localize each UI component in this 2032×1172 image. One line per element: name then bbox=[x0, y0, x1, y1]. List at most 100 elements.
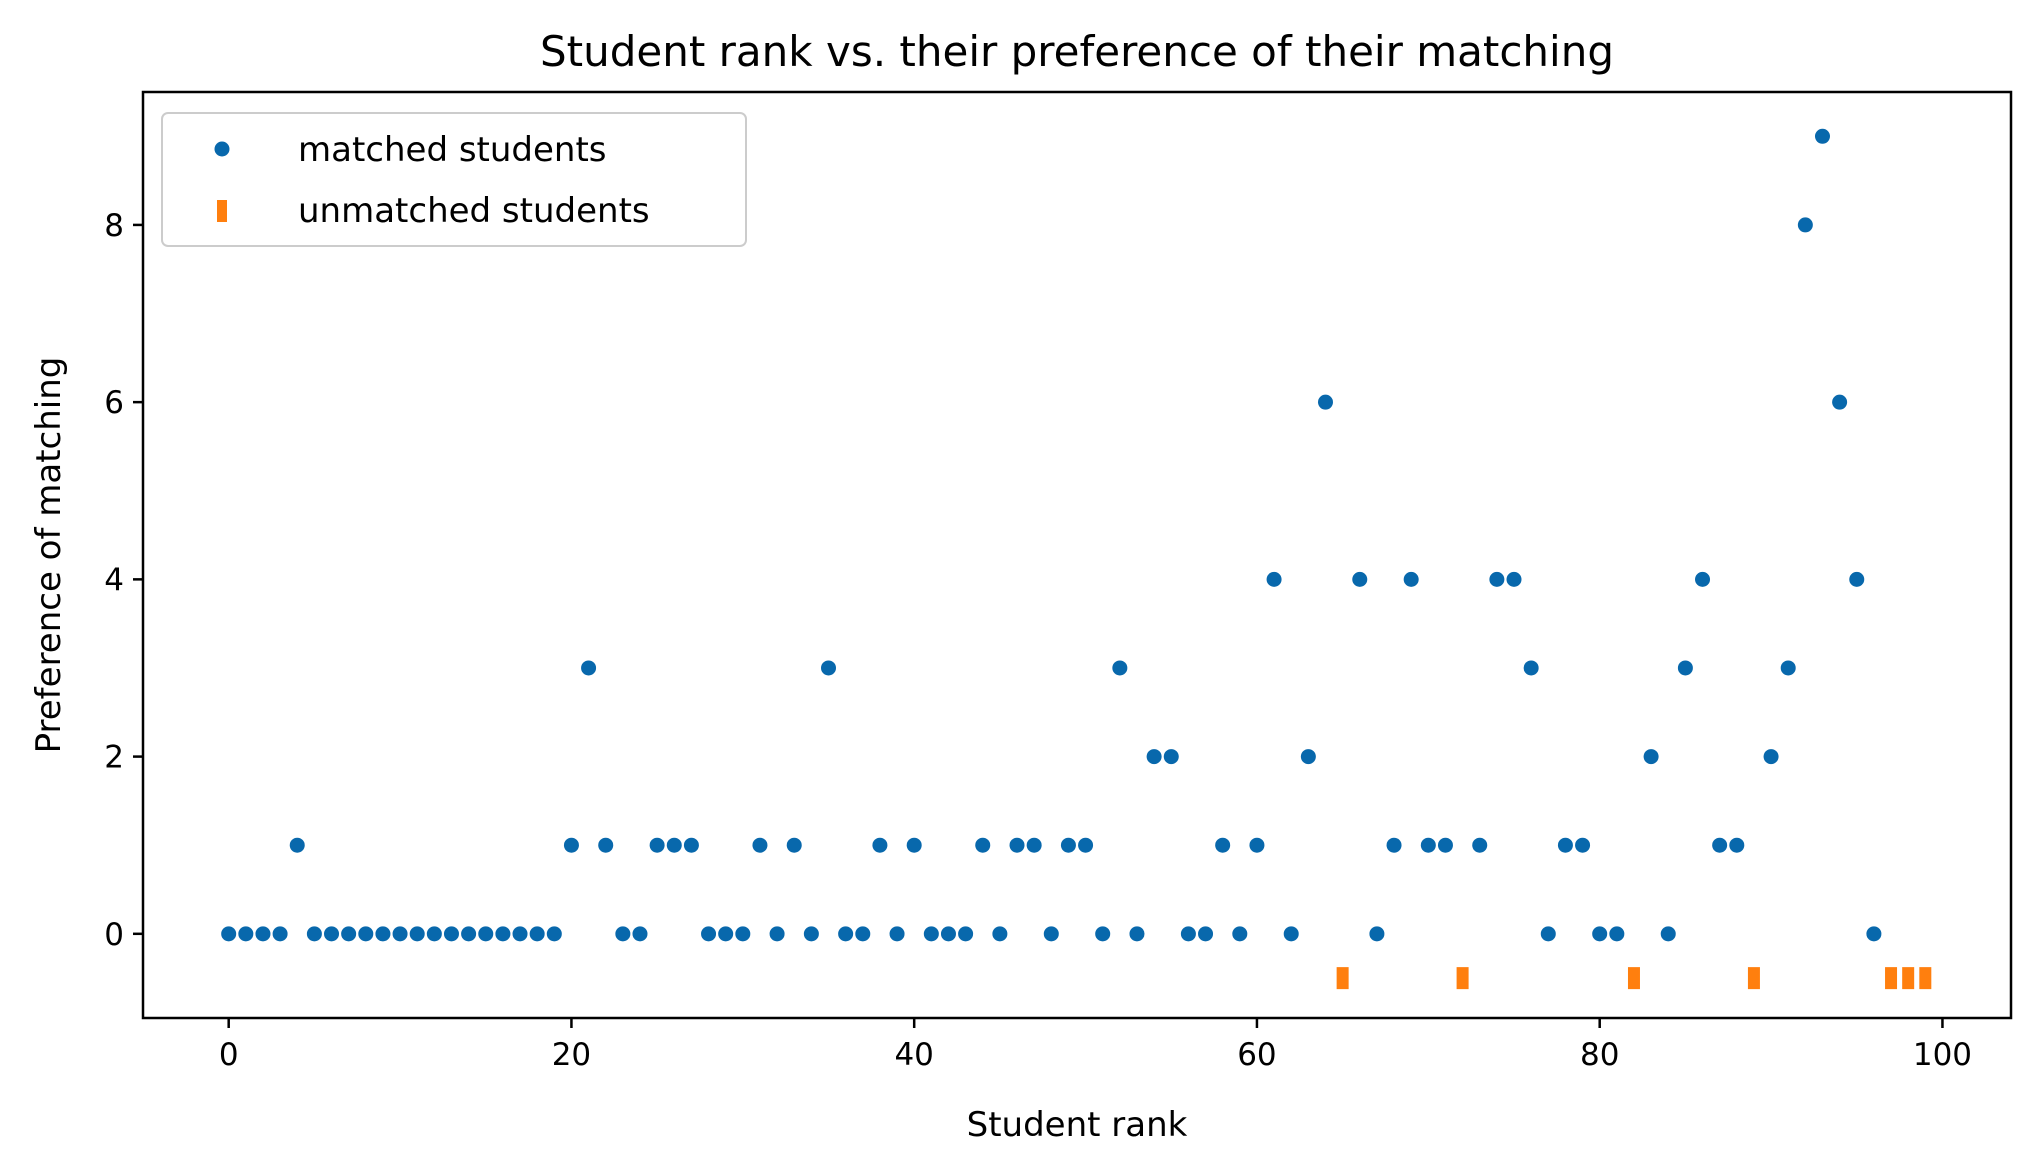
matched-student-point bbox=[855, 926, 871, 942]
matched-student-point bbox=[615, 926, 631, 942]
matched-student-point bbox=[735, 926, 751, 942]
matched-student-point bbox=[1814, 128, 1830, 144]
matched-student-point bbox=[923, 926, 939, 942]
y-tick-label: 0 bbox=[104, 917, 124, 953]
matched-student-point bbox=[1472, 837, 1488, 853]
matched-student-point bbox=[803, 926, 819, 942]
matched-student-point bbox=[1078, 837, 1094, 853]
chart-title: Student rank vs. their preference of the… bbox=[540, 27, 1614, 76]
matched-student-point bbox=[461, 926, 477, 942]
matched-student-point bbox=[1797, 217, 1813, 233]
matched-student-point bbox=[1712, 837, 1728, 853]
matched-student-point bbox=[563, 837, 579, 853]
legend-label-unmatched: unmatched students bbox=[298, 191, 650, 231]
unmatched-student-marker bbox=[1747, 967, 1760, 990]
matched-student-point bbox=[1780, 660, 1796, 676]
matched-student-point bbox=[786, 837, 802, 853]
matched-student-point bbox=[341, 926, 357, 942]
matched-student-point bbox=[1729, 837, 1745, 853]
matched-student-point bbox=[255, 926, 271, 942]
matched-student-point bbox=[1043, 926, 1059, 942]
matched-student-point bbox=[358, 926, 374, 942]
matched-student-point bbox=[306, 926, 322, 942]
matched-student-point bbox=[1420, 837, 1436, 853]
series-1 bbox=[1336, 967, 1932, 990]
matched-student-point bbox=[906, 837, 922, 853]
matched-student-point bbox=[1317, 394, 1333, 410]
matched-student-point bbox=[752, 837, 768, 853]
matched-student-point bbox=[289, 837, 305, 853]
data-marks bbox=[221, 128, 1932, 990]
matched-student-point bbox=[992, 926, 1008, 942]
matched-student-point bbox=[1592, 926, 1608, 942]
matched-student-point bbox=[1660, 926, 1676, 942]
matched-student-point bbox=[683, 837, 699, 853]
matched-student-point bbox=[1009, 837, 1025, 853]
matched-student-point bbox=[1540, 926, 1556, 942]
matched-student-point bbox=[1849, 571, 1865, 587]
matched-student-point bbox=[324, 926, 340, 942]
matched-student-point bbox=[1609, 926, 1625, 942]
matched-student-point bbox=[666, 837, 682, 853]
y-tick-label: 2 bbox=[104, 740, 124, 776]
legend-box bbox=[161, 112, 747, 247]
matched-student-point bbox=[478, 926, 494, 942]
unmatched-student-marker bbox=[1336, 967, 1349, 990]
matched-student-point bbox=[632, 926, 648, 942]
matched-student-point bbox=[1832, 394, 1848, 410]
matched-student-point bbox=[1643, 749, 1659, 765]
matched-student-point bbox=[872, 837, 888, 853]
matched-student-point bbox=[443, 926, 459, 942]
x-tick-label: 80 bbox=[1580, 1037, 1619, 1073]
matched-student-point bbox=[1386, 837, 1402, 853]
unmatched-student-marker bbox=[1919, 967, 1932, 990]
matched-student-point bbox=[1695, 571, 1711, 587]
matched-student-point bbox=[1369, 926, 1385, 942]
unmatched-student-marker bbox=[1456, 967, 1469, 990]
matched-student-point bbox=[1283, 926, 1299, 942]
matched-student-point bbox=[221, 926, 237, 942]
y-tick-label: 8 bbox=[104, 208, 124, 244]
y-tick-label: 4 bbox=[104, 562, 124, 598]
matched-student-point bbox=[1403, 571, 1419, 587]
matched-student-point bbox=[1249, 837, 1265, 853]
x-tick-label: 20 bbox=[552, 1037, 591, 1073]
matched-student-point bbox=[1095, 926, 1111, 942]
series-0 bbox=[221, 128, 1882, 942]
matched-student-point bbox=[272, 926, 288, 942]
matched-student-point bbox=[1026, 837, 1042, 853]
x-tick-label: 100 bbox=[1913, 1037, 1972, 1073]
matched-student-point bbox=[1557, 837, 1573, 853]
matched-student-point bbox=[1506, 571, 1522, 587]
matched-student-point bbox=[1215, 837, 1231, 853]
matched-student-point bbox=[598, 837, 614, 853]
matched-student-point bbox=[581, 660, 597, 676]
legend-label-matched: matched students bbox=[298, 130, 607, 170]
matched-student-point bbox=[1129, 926, 1145, 942]
plot-frame bbox=[141, 90, 2013, 1020]
unmatched-student-marker bbox=[1885, 967, 1898, 990]
y-axis-label: Preference of matching bbox=[29, 357, 69, 754]
matched-student-point bbox=[975, 837, 991, 853]
matched-student-point bbox=[409, 926, 425, 942]
legend: matched students unmatched students bbox=[161, 112, 747, 247]
matched-student-point bbox=[1489, 571, 1505, 587]
matched-student-point bbox=[529, 926, 545, 942]
matched-student-point bbox=[1352, 571, 1368, 587]
matched-student-point bbox=[1112, 660, 1128, 676]
legend-marker-matched bbox=[214, 141, 230, 157]
matched-student-point bbox=[1146, 749, 1162, 765]
unmatched-student-marker bbox=[1902, 967, 1915, 990]
matched-student-point bbox=[1266, 571, 1282, 587]
matched-student-point bbox=[546, 926, 562, 942]
matched-student-point bbox=[889, 926, 905, 942]
matched-student-point bbox=[821, 660, 837, 676]
matched-student-point bbox=[718, 926, 734, 942]
matched-student-point bbox=[1180, 926, 1196, 942]
matched-student-point bbox=[512, 926, 528, 942]
matched-student-point bbox=[1523, 660, 1539, 676]
matched-student-point bbox=[375, 926, 391, 942]
legend-marker-unmatched bbox=[217, 200, 227, 222]
matched-student-point bbox=[649, 837, 665, 853]
